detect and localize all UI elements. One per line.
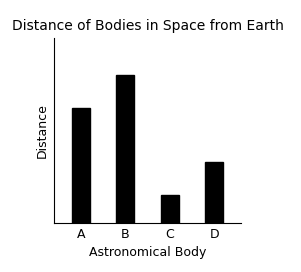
Bar xyxy=(161,195,178,223)
Y-axis label: Distance: Distance xyxy=(36,103,49,158)
Bar xyxy=(72,108,90,223)
Bar xyxy=(116,75,134,223)
X-axis label: Astronomical Body: Astronomical Body xyxy=(89,246,206,259)
Bar xyxy=(205,162,223,223)
Title: Distance of Bodies in Space from Earth: Distance of Bodies in Space from Earth xyxy=(11,19,284,33)
